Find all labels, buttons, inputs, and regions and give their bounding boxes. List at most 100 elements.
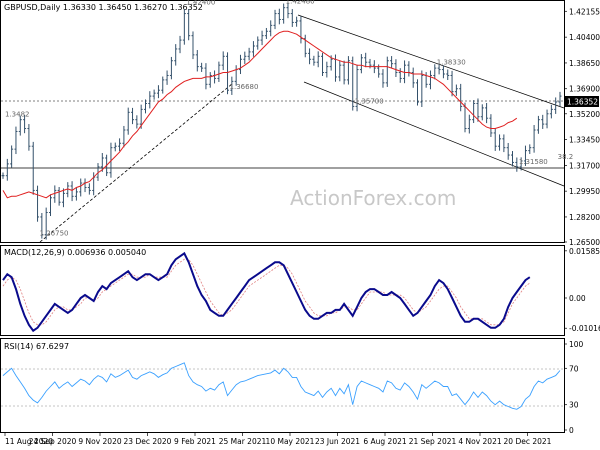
price-bar <box>515 157 519 172</box>
macd-panel-frame <box>0 245 565 336</box>
price-tick-label: 1.36900 <box>569 85 600 94</box>
price-bar <box>100 153 104 172</box>
macd-tick-label: -0.010161 <box>569 324 600 333</box>
price-bar <box>321 52 325 77</box>
svg-text:1.42400: 1.42400 <box>186 0 215 7</box>
price-bar <box>74 187 78 201</box>
time-tick-label: 24 Sep 2020 <box>29 437 77 446</box>
macd-label: MACD(12,26,9) 0.006936 0.005040 <box>4 248 146 257</box>
price-bar <box>476 98 480 122</box>
price-tick-label: 1.42155 <box>569 7 600 16</box>
price-bar <box>303 34 307 58</box>
price-bar <box>411 67 415 88</box>
price-tick-label: 1.40400 <box>569 33 600 42</box>
time-tick-label: 9 Nov 2020 <box>78 437 121 446</box>
svg-text:1.42480: 1.42480 <box>286 0 315 6</box>
price-tick-label: 1.28200 <box>569 213 600 222</box>
price-axis: 1.42155 1.40400 1.38650 1.36900 1.35200 1.334… <box>564 7 600 247</box>
price-annotation: 1.38330 <box>437 59 466 67</box>
price-bar <box>450 70 454 97</box>
price-bar <box>5 158 9 181</box>
price-tick-label: 1.35200 <box>569 110 600 119</box>
price-bar <box>308 48 312 65</box>
time-tick-label: 25 Mar 2021 <box>219 437 267 446</box>
price-bar <box>53 185 57 203</box>
rsi-tick-label: 70 <box>569 364 579 373</box>
svg-text:1.36680: 1.36680 <box>230 83 259 91</box>
last-price-tag <box>565 96 599 107</box>
time-tick-label: 4 Nov 2021 <box>458 437 501 446</box>
price-bar <box>10 145 14 168</box>
price-bar <box>204 63 208 90</box>
price-bar <box>342 60 346 85</box>
price-bar <box>264 27 268 39</box>
rsi-label: RSI(14) 67.6297 <box>4 342 69 351</box>
price-bar <box>143 99 147 114</box>
time-tick-label: 21 Sep 2021 <box>409 437 457 446</box>
price-bar <box>14 126 18 155</box>
price-bar <box>403 60 407 84</box>
svg-text:1.26750: 1.26750 <box>40 229 69 237</box>
price-bar <box>122 125 126 148</box>
price-bar <box>40 213 44 239</box>
price-bar <box>66 182 70 198</box>
price-bar <box>506 142 510 160</box>
price-tick-label: 1.26500 <box>569 238 600 247</box>
price-annotation: 1.26750 <box>40 229 69 237</box>
price-bar <box>325 61 329 78</box>
price-bar <box>351 56 355 111</box>
price-bar <box>541 114 545 129</box>
price-bar <box>446 69 450 81</box>
macd-tick-label: 0.00 <box>569 294 586 303</box>
price-annotation: 1.31580 <box>519 158 548 166</box>
macd-line <box>2 251 531 333</box>
price-bar <box>208 72 212 88</box>
price-bar <box>182 9 186 45</box>
symbol-header: GBPUSD,Daily 1.36330 1.36450 1.36270 1.3… <box>4 3 203 12</box>
price-panel-frame <box>0 0 565 243</box>
price-bar <box>480 104 484 121</box>
price-annotations: 1.26750 1.3482 1.42400 1.42480 1.36680 1.3570… <box>5 0 573 237</box>
moving-average-line <box>2 30 518 199</box>
price-bar <box>277 8 281 25</box>
price-annotation: 1.42400 <box>186 0 215 7</box>
price-bar <box>256 36 260 50</box>
price-bar <box>385 56 389 87</box>
price-bar <box>48 194 52 217</box>
rising-trendline <box>39 83 233 243</box>
price-bar <box>381 69 385 88</box>
price-bar <box>316 51 320 68</box>
price-bar <box>286 3 290 19</box>
price-bar <box>238 54 242 75</box>
price-bar <box>187 9 191 41</box>
rsi-tick-label: 100 <box>569 340 584 349</box>
price-annotation: 38.2 <box>558 153 574 161</box>
price-bar <box>87 183 91 195</box>
price-bar <box>472 100 476 124</box>
price-bar <box>260 30 264 46</box>
price-bar <box>420 70 424 108</box>
price-bar <box>528 144 532 154</box>
price-tick-label: 1.33450 <box>569 136 600 145</box>
price-bar <box>31 141 35 195</box>
price-bar <box>195 50 199 72</box>
price-bar <box>152 89 156 100</box>
price-bar <box>1 172 5 179</box>
last-price-text: 1.36352 <box>567 98 598 107</box>
price-bar <box>558 91 562 107</box>
rsi-axis: 100 70 30 0 <box>564 340 584 435</box>
price-bar <box>299 16 303 44</box>
price-bar <box>243 51 247 64</box>
price-annotation: 1.3482 <box>5 110 30 118</box>
price-bar <box>230 76 234 95</box>
price-bar <box>485 102 489 124</box>
time-tick-label: 6 Aug 2021 <box>363 437 406 446</box>
price-bar <box>213 70 217 84</box>
price-bar <box>498 134 502 151</box>
price-bar <box>161 76 165 94</box>
price-bar <box>174 44 178 66</box>
price-bar <box>217 61 221 82</box>
price-annotation: 1.35700 <box>355 97 384 105</box>
svg-text:1.31580: 1.31580 <box>519 158 548 166</box>
